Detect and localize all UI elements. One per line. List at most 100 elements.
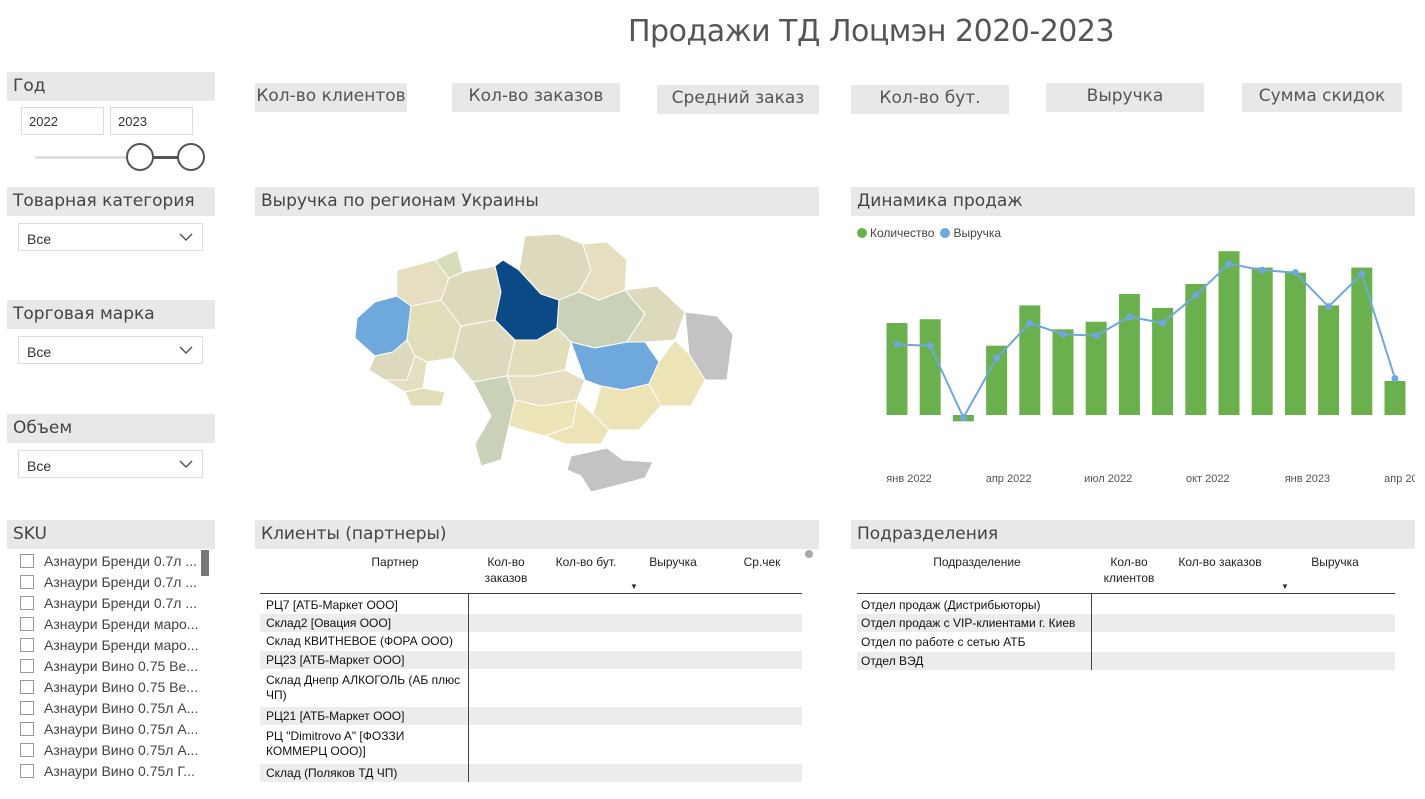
- checkbox[interactable]: [20, 721, 34, 736]
- chart-point[interactable]: [926, 342, 934, 350]
- sku-item[interactable]: Азнаури Бренди 0.7л ...: [20, 550, 212, 571]
- chart-bar[interactable]: [986, 345, 1008, 415]
- sku-item[interactable]: Азнаури Вино 0.75л Г...: [20, 760, 212, 781]
- column-header-clients[interactable]: Кол-во клиентов: [1103, 555, 1155, 585]
- sku-item[interactable]: Азнаури Бренди 0.7л ...: [20, 592, 212, 613]
- table-row[interactable]: Склад Днепр АЛКОГОЛЬ (АБ плюс ЧП): [266, 673, 461, 702]
- table-row[interactable]: Отдел по работе с сетью АТБ: [861, 635, 1026, 649]
- chart-point[interactable]: [1325, 303, 1333, 311]
- table-row[interactable]: Склад2 [Овация ООО]: [260, 614, 802, 632]
- column-header-avg-check[interactable]: Ср.чек: [743, 555, 781, 569]
- column-header-orders[interactable]: Кол-во заказов: [1178, 555, 1262, 569]
- column-header-partner[interactable]: Партнер: [371, 555, 419, 569]
- year-slider-end-handle[interactable]: [177, 143, 205, 171]
- clients-panel-header: Клиенты (партнеры): [255, 520, 819, 549]
- year-slider-track[interactable]: [35, 156, 205, 159]
- checkbox[interactable]: [20, 616, 34, 631]
- table-row[interactable]: РЦ21 [АТБ-Маркет ООО]: [260, 707, 802, 725]
- table-row[interactable]: РЦ23 [АТБ-Маркет ООО]: [260, 651, 802, 669]
- header-divider: [857, 593, 1395, 594]
- year-to-input[interactable]: 2023: [110, 107, 193, 135]
- legend-item-quantity[interactable]: Количество: [857, 226, 934, 240]
- chart-point[interactable]: [1391, 374, 1399, 382]
- chart-bar[interactable]: [1318, 305, 1340, 415]
- brand-dropdown-value: Все: [27, 344, 52, 360]
- checkbox[interactable]: [20, 679, 34, 694]
- checkbox[interactable]: [20, 574, 34, 589]
- checkbox[interactable]: [20, 658, 34, 673]
- checkbox[interactable]: [20, 553, 34, 568]
- kpi-orders-header: Кол-во заказов: [452, 83, 620, 112]
- checkbox[interactable]: [20, 763, 34, 778]
- checkbox[interactable]: [20, 742, 34, 757]
- checkbox[interactable]: [20, 700, 34, 715]
- sku-scrollbar[interactable]: [201, 550, 209, 576]
- checkbox[interactable]: [20, 595, 34, 610]
- sku-item[interactable]: Азнаури Вино 0.75л А...: [20, 739, 212, 760]
- table-row[interactable]: РЦ "Dimitrovo A" [ФОЗЗИ КОММЕРЦ ООО)]: [266, 729, 405, 758]
- chart-bar[interactable]: [1251, 267, 1273, 415]
- chart-point[interactable]: [959, 414, 967, 422]
- category-dropdown[interactable]: Все: [18, 223, 203, 251]
- chevron-down-icon: [178, 229, 194, 245]
- chart-bar[interactable]: [1019, 305, 1041, 415]
- chart-point[interactable]: [1059, 330, 1067, 338]
- chart-point[interactable]: [1192, 291, 1200, 299]
- table-row[interactable]: Отдел продаж (Дистрибьюторы): [861, 598, 1041, 612]
- sku-item[interactable]: Азнаури Вино 0.75 Ве...: [20, 655, 212, 676]
- column-header-division[interactable]: Подразделение: [933, 555, 1021, 569]
- chart-bar[interactable]: [1152, 307, 1174, 415]
- chart-point[interactable]: [893, 340, 901, 348]
- chart-point[interactable]: [1291, 269, 1299, 277]
- checkbox[interactable]: [20, 637, 34, 652]
- sku-item[interactable]: Азнаури Вино 0.75л А...: [20, 697, 212, 718]
- chart-bar[interactable]: [919, 319, 941, 415]
- chart-bar[interactable]: [1351, 267, 1373, 415]
- kpi-clients-header: Кол-во клиентов: [255, 83, 407, 112]
- kpi-bottles-header: Кол-во бут.: [851, 85, 1009, 114]
- table-row[interactable]: Отдел ВЭД: [857, 652, 1395, 670]
- chart-point[interactable]: [1225, 260, 1233, 268]
- table-row[interactable]: Отдел продаж с VIP-клиентами г. Киев: [857, 614, 1395, 632]
- column-header-orders[interactable]: Кол-во заказов: [484, 555, 528, 585]
- sales-dynamics-chart[interactable]: янв 2022 апр 2022 июл 2022 окт 2022 янв 2023…: [855, 250, 1415, 500]
- chart-bar[interactable]: [1118, 294, 1140, 415]
- chart-bar[interactable]: [1218, 251, 1240, 415]
- year-slider-start-handle[interactable]: [126, 143, 154, 171]
- chart-bar[interactable]: [1284, 272, 1306, 415]
- chart-point[interactable]: [993, 354, 1001, 362]
- chart-point[interactable]: [1358, 270, 1366, 278]
- sku-item[interactable]: Азнаури Вино 0.75 Ве...: [20, 676, 212, 697]
- table-row[interactable]: РЦ7 [АТБ-Маркет ООО]: [266, 598, 398, 612]
- sku-item[interactable]: Азнаури Вино 0.75л А...: [20, 718, 212, 739]
- sku-item[interactable]: Азнаури Бренди маро...: [20, 634, 212, 655]
- sku-item[interactable]: Азнаури Бренди маро...: [20, 613, 212, 634]
- chart-point[interactable]: [1258, 266, 1266, 274]
- page-title: Продажи ТД Лоцмэн 2020-2023: [628, 14, 1115, 49]
- column-header-bottles[interactable]: Кол-во бут.: [555, 555, 617, 569]
- column-divider: [1091, 594, 1092, 670]
- volume-dropdown[interactable]: Все: [18, 450, 203, 478]
- ukraine-region-map[interactable]: [345, 230, 740, 500]
- column-header-revenue[interactable]: Выручка: [649, 555, 697, 569]
- chart-point[interactable]: [1092, 332, 1100, 340]
- table-row[interactable]: Склад (Поляков ТД ЧП): [260, 764, 802, 782]
- brand-dropdown[interactable]: Все: [18, 336, 203, 364]
- category-filter-header: Товарная категория: [7, 187, 215, 216]
- clients-scrollbar[interactable]: [805, 550, 813, 558]
- chart-bar[interactable]: [1185, 283, 1207, 415]
- chart-bar[interactable]: [1384, 380, 1406, 415]
- chart-bar[interactable]: [886, 323, 908, 415]
- legend-item-revenue[interactable]: Выручка: [940, 226, 1001, 240]
- sku-item[interactable]: Азнаури Бренди 0.7л ...: [20, 571, 212, 592]
- chart-point[interactable]: [1026, 319, 1034, 327]
- chart-point[interactable]: [1125, 313, 1133, 321]
- legend-dot: [857, 228, 867, 238]
- year-from-input[interactable]: 2022: [21, 107, 104, 135]
- column-header-revenue[interactable]: Выручка: [1311, 555, 1359, 569]
- chart-bar[interactable]: [1085, 321, 1107, 415]
- chart-bar[interactable]: [1052, 329, 1074, 415]
- chart-point[interactable]: [1159, 319, 1167, 327]
- table-row[interactable]: Склад КВИТНЕВОЕ (ФОРА ООО): [266, 634, 453, 648]
- brand-filter-header: Торговая марка: [7, 300, 215, 329]
